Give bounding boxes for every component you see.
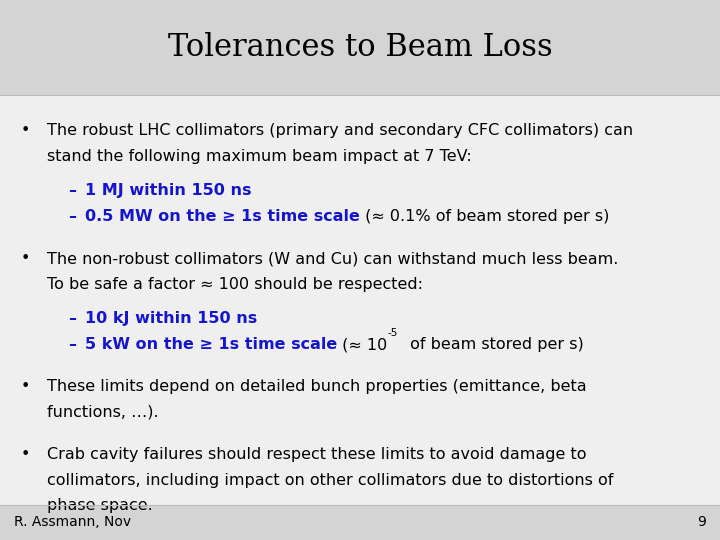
Text: R. Assmann, Nov: R. Assmann, Nov xyxy=(14,516,132,529)
Text: Crab cavity failures should respect these limits to avoid damage to: Crab cavity failures should respect thes… xyxy=(47,448,586,462)
Text: -5: -5 xyxy=(387,328,398,338)
Text: –: – xyxy=(68,183,76,198)
Text: 0.5 MW on the ≥ 1s time scale: 0.5 MW on the ≥ 1s time scale xyxy=(85,209,360,224)
Text: stand the following maximum beam impact at 7 TeV:: stand the following maximum beam impact … xyxy=(47,148,472,164)
Text: 10 kJ within 150 ns: 10 kJ within 150 ns xyxy=(85,311,257,326)
Text: The robust LHC collimators (primary and secondary CFC collimators) can: The robust LHC collimators (primary and … xyxy=(47,123,633,138)
Text: The non-robust collimators (W and Cu) can withstand much less beam.: The non-robust collimators (W and Cu) ca… xyxy=(47,251,618,266)
Text: phase space.: phase space. xyxy=(47,498,153,514)
Text: of beam stored per s): of beam stored per s) xyxy=(405,337,584,352)
Text: These limits depend on detailed bunch properties (emittance, beta: These limits depend on detailed bunch pr… xyxy=(47,379,586,394)
Text: Tolerances to Beam Loss: Tolerances to Beam Loss xyxy=(168,32,552,63)
Text: 9: 9 xyxy=(697,516,706,529)
Text: (≈ 10: (≈ 10 xyxy=(337,337,387,352)
Text: (≈ 0.1% of beam stored per s): (≈ 0.1% of beam stored per s) xyxy=(360,209,609,224)
Text: •: • xyxy=(20,251,30,266)
Text: functions, …).: functions, …). xyxy=(47,405,158,420)
Text: –: – xyxy=(68,209,76,224)
Text: 1 MJ within 150 ns: 1 MJ within 150 ns xyxy=(85,183,251,198)
Text: To be safe a factor ≈ 100 should be respected:: To be safe a factor ≈ 100 should be resp… xyxy=(47,276,423,292)
Text: collimators, including impact on other collimators due to distortions of: collimators, including impact on other c… xyxy=(47,473,613,488)
Text: –: – xyxy=(68,311,76,326)
Text: –: – xyxy=(68,337,76,352)
Text: •: • xyxy=(20,123,30,138)
Text: 5 kW on the ≥ 1s time scale: 5 kW on the ≥ 1s time scale xyxy=(85,337,337,352)
Text: •: • xyxy=(20,448,30,462)
Text: •: • xyxy=(20,379,30,394)
